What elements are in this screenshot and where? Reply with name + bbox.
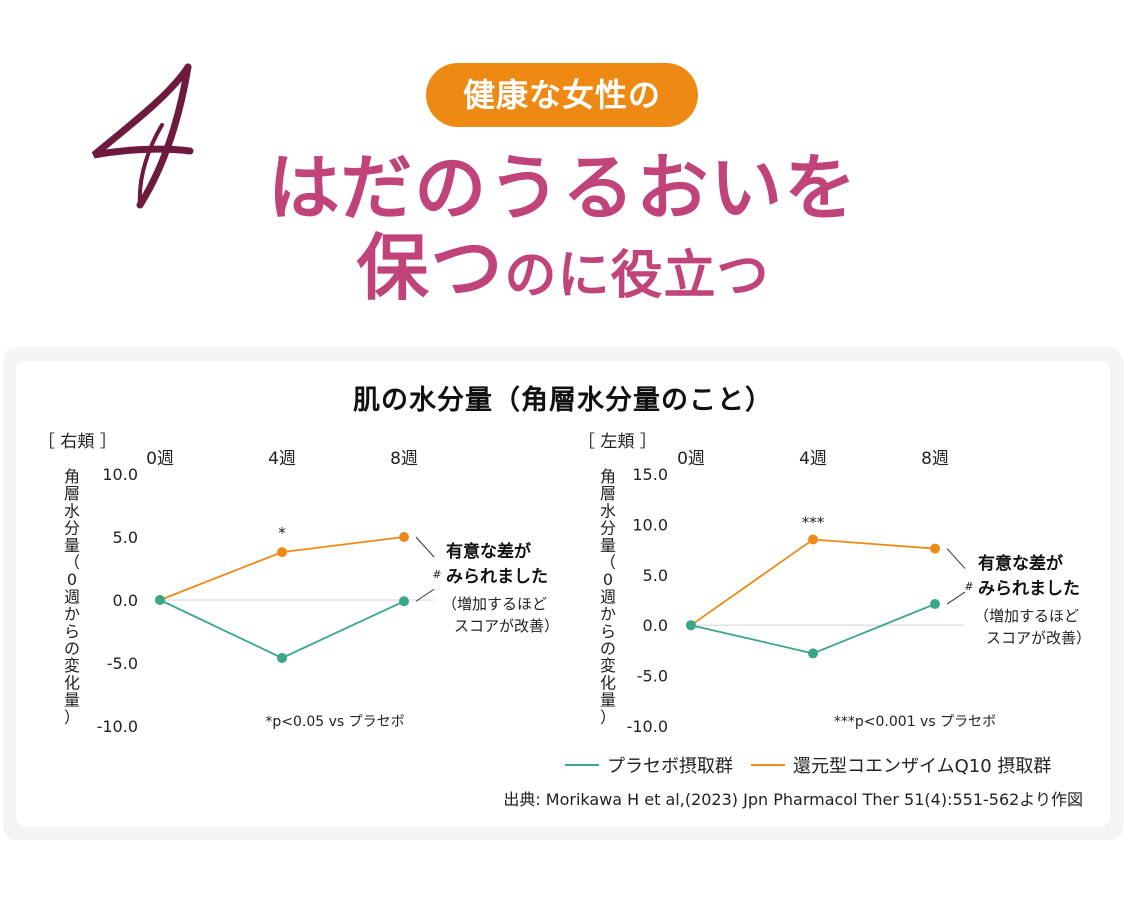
left-cheek-ytick-label: 0.0 [643, 616, 668, 635]
right-cheek-ylabel-char: 量 [64, 536, 80, 555]
left-cheek-series-line-coq10 [690, 538, 936, 626]
left-cheek-ylabel-char: 0 [603, 570, 613, 589]
headline-line1: はだのうるおいを [267, 146, 859, 230]
left-cheek-point-coq10 [808, 534, 818, 545]
headline-line2: 保つのに役立つ [0, 228, 1126, 328]
right-cheek-ylabel-char: 水 [64, 501, 80, 520]
left-cheek-ylabel-char: 量 [600, 691, 616, 710]
right-cheek-ytick-label: -5.0 [107, 654, 138, 673]
right-cheek-ylabel-char: 変 [64, 656, 80, 675]
right-cheek-ylabel-char: か [64, 605, 80, 624]
left-cheek-ylabel-char: （ [600, 553, 616, 572]
right-cheek-ytick-label: 10.0 [102, 465, 138, 484]
right-cheek-category-label: 0週 [146, 449, 174, 469]
left-cheek-ylabel-char: 層 [600, 484, 616, 503]
right-cheek-bracket-bottom [415, 588, 435, 602]
left-cheek-series-line-placebo [690, 603, 936, 655]
left-cheek-ylabel-char: ） [600, 708, 616, 727]
right-cheek-pvalue-note: *p<0.05 vs プラセボ [265, 714, 404, 730]
left-cheek-ylabel-char: 分 [600, 519, 616, 538]
right-cheek-ylabel-char: 層 [64, 484, 80, 503]
right-cheek-ytick-label: 5.0 [113, 528, 138, 547]
right-cheek-point-placebo [277, 652, 287, 663]
legend-item-placebo: プラセボ摂取群 [565, 752, 733, 778]
left-cheek-pvalue-note: ***p<0.001 vs プラセボ [834, 714, 996, 730]
right-cheek-bracket-top [415, 536, 435, 558]
left-cheek-ylabel-char: か [600, 605, 616, 624]
headline-line2-small: のに役立つ [504, 246, 770, 306]
left-cheek-ylabel-char: 化 [600, 673, 616, 692]
chart-panel [16, 361, 1110, 827]
left-cheek-ytick-label: -5.0 [637, 667, 668, 686]
right-cheek-category-label: 4週 [268, 449, 296, 469]
right-cheek-significance-note-line1: 有意な差が [446, 541, 531, 562]
left-cheek-ylabel-char: の [600, 639, 616, 658]
left-cheek-point-placebo [808, 648, 818, 659]
left-cheek-category-label: 4週 [799, 449, 827, 469]
left-cheek-ylabel-char: 週 [600, 587, 616, 606]
legend-item-coq10: 還元型コエンザイムQ10 摂取群 [751, 752, 1051, 778]
left-cheek-bracket-bottom [946, 591, 966, 605]
left-cheek-point-placebo [686, 620, 696, 631]
right-cheek-ylabel-char: 分 [64, 519, 80, 538]
right-cheek-point-coq10 [399, 532, 409, 542]
left-cheek-point-coq10 [930, 543, 940, 554]
legend-label-coq10: 還元型コエンザイムQ10 摂取群 [793, 756, 1052, 777]
right-cheek-hash-mark: # [432, 568, 441, 581]
legend-label-placebo: プラセボ摂取群 [607, 756, 733, 777]
left-cheek-ytick-label: 15.0 [632, 465, 668, 484]
left-cheek-ylabel-char: 変 [600, 656, 616, 675]
right-cheek-point-placebo [155, 595, 165, 605]
right-cheek-improvement-note-line2: スコアが改善） [454, 617, 559, 635]
right-cheek-ylabel-char: 化 [64, 673, 80, 692]
right-cheek-series-line-coq10 [159, 536, 405, 601]
left-cheek-ytick-label: -10.0 [627, 717, 668, 736]
left-cheek-category-label: 8週 [921, 449, 949, 469]
left-cheek-region-label: ［ 左頬 ］ [578, 432, 657, 452]
right-cheek-point-coq10 [277, 547, 287, 558]
left-cheek-hash-mark: # [964, 580, 973, 593]
right-cheek-region-label: ［ 右頬 ］ [38, 432, 117, 452]
right-cheek-significance-star: * [278, 524, 286, 542]
left-cheek-improvement-note-line2: スコアが改善） [986, 629, 1091, 647]
left-cheek-ytick-label: 10.0 [632, 515, 668, 534]
left-cheek-significance-note-line1: 有意な差が [978, 553, 1063, 574]
left-cheek-ylabel-char: 量 [600, 536, 616, 555]
left-cheek-improvement-note-line1: （増加するほど [974, 607, 1079, 625]
legend: プラセボ摂取群 還元型コエンザイムQ10 摂取群 [565, 752, 1069, 778]
left-cheek-point-placebo [930, 599, 940, 610]
left-cheek-ytick-label: 5.0 [643, 566, 668, 585]
right-cheek-ylabel-char: ら [64, 622, 80, 641]
chart-title: 肌の水分量（角層水分量のこと） [353, 385, 773, 416]
right-cheek-ylabel-char: 週 [64, 587, 80, 606]
right-cheek-ytick-label: 0.0 [113, 591, 138, 610]
legend-swatch-placebo [565, 764, 599, 766]
right-cheek-significance-note-line2: みられました [446, 567, 548, 587]
left-cheek-bracket-top [946, 548, 966, 569]
right-cheek-ylabel-char: の [64, 639, 80, 658]
right-cheek-point-placebo [399, 596, 409, 607]
right-cheek-improvement-note-line1: （増加するほど [442, 595, 547, 613]
source-citation: 出典: Morikawa H et al,(2023) Jpn Pharmaco… [503, 790, 1083, 809]
left-cheek-significance-note-line2: みられました [978, 579, 1080, 599]
section-number-4 [91, 63, 194, 209]
right-cheek-series-line-placebo [159, 599, 405, 659]
headline-line2-big: 保つ [356, 226, 505, 310]
left-cheek-ylabel-char: 水 [600, 501, 616, 520]
left-cheek-category-label: 0週 [677, 449, 705, 469]
left-cheek-ylabel-char: 角 [600, 467, 616, 486]
right-cheek-ylabel-char: 0 [67, 570, 77, 589]
right-cheek-ylabel-char: 量 [64, 691, 80, 710]
right-cheek-ytick-label: -10.0 [97, 717, 138, 736]
right-cheek-ylabel-char: （ [64, 553, 80, 572]
right-cheek-ylabel-char: 角 [64, 467, 80, 486]
right-cheek-category-label: 8週 [390, 449, 418, 469]
left-cheek-ylabel-char: ら [600, 622, 616, 641]
right-cheek-ylabel-char: ） [64, 708, 80, 727]
category-badge: 健康な女性の [426, 63, 698, 127]
left-cheek-significance-star: *** [802, 514, 825, 532]
legend-swatch-coq10 [751, 764, 785, 766]
